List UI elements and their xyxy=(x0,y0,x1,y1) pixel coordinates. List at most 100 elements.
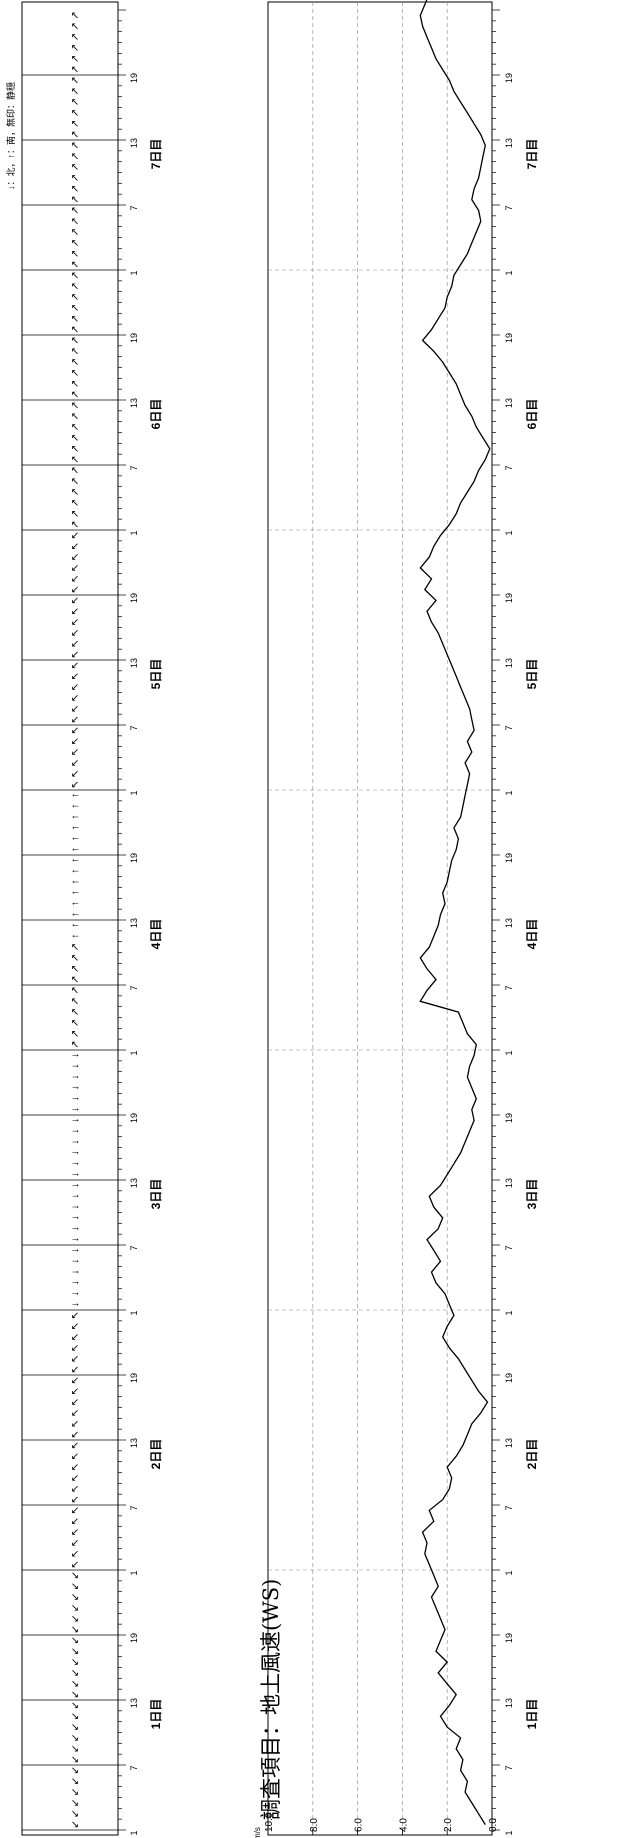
unit-label: m/s xyxy=(253,1827,262,1838)
wind-direction-arrow: ↙ xyxy=(70,1820,81,1828)
wind-direction-arrow: ↗ xyxy=(70,336,81,344)
wind-direction-arrow: ↙ xyxy=(70,1745,81,1753)
day-label: 4日目 xyxy=(149,919,163,950)
wind-direction-arrow: ↓ xyxy=(70,1194,81,1199)
wind-speed-plot: 0.0 2.0 4.0 6.0 8.0 10.0m/s 1 7 13 19 1日目 1 7 13 19 2日目… xyxy=(253,0,539,1838)
wind-direction-arrow: ↓ xyxy=(70,1075,81,1080)
wind-direction-arrow: ↗ xyxy=(70,109,81,117)
hour-tick-label: 19 xyxy=(129,73,139,83)
wind-direction-arrow: ↖ xyxy=(70,672,81,680)
wind-direction-arrow: ↓ xyxy=(70,1118,81,1123)
plot-hour-tick-label: 7 xyxy=(504,465,514,470)
hour-tick-label: 13 xyxy=(129,1698,139,1708)
wind-direction-arrow: ↗ xyxy=(70,120,81,128)
wind-direction-arrow: ↖ xyxy=(70,1452,81,1460)
hour-tick-label: 7 xyxy=(129,985,139,990)
plot-day-label: 5日目 xyxy=(525,659,539,690)
wind-direction-arrow: ↖ xyxy=(70,705,81,713)
wind-direction-arrow: ↖ xyxy=(70,737,81,745)
wind-direction-arrow: ↗ xyxy=(70,141,81,149)
wind-direction-arrow: ↖ xyxy=(70,1485,81,1493)
wind-direction-arrow: ↖ xyxy=(70,596,81,604)
wind-direction-arrow: ↗ xyxy=(70,76,81,84)
wind-direction-arrow: ↖ xyxy=(70,607,81,615)
plot-hour-tick-label: 7 xyxy=(504,205,514,210)
wind-direction-arrow: ↓ xyxy=(70,1248,81,1253)
wind-direction-arrow: ↗ xyxy=(70,466,81,474)
plot-hour-tick-label: 1 xyxy=(504,1310,514,1315)
wind-direction-arrow: ↖ xyxy=(70,1550,81,1558)
wind-direction-arrow: ↓ xyxy=(70,1302,81,1307)
wind-direction-arrow: ↗ xyxy=(70,163,81,171)
wind-direction-arrow: ↙ xyxy=(70,1571,81,1579)
plot-hour-tick-label: 1 xyxy=(504,530,514,535)
wind-direction-arrow: ↖ xyxy=(70,1474,81,1482)
wind-direction-arrow: ↖ xyxy=(70,770,81,778)
wind-direction-arrow: ↑ xyxy=(70,912,81,917)
wind-direction-arrow: ↓ xyxy=(70,1161,81,1166)
wind-direction-arrow: ↑ xyxy=(70,847,81,852)
wind-direction-arrow: ↖ xyxy=(70,575,81,583)
hour-tick-label: 7 xyxy=(129,1765,139,1770)
wind-direction-arrow: ↑ xyxy=(70,836,81,841)
wind-direction-arrow: ↗ xyxy=(70,423,81,431)
wind-direction-arrow: ↗ xyxy=(70,390,81,398)
wind-direction-arrow: ↓ xyxy=(70,1183,81,1188)
plot-hour-tick-label: 1 xyxy=(504,1570,514,1575)
wind-direction-arrow: ↗ xyxy=(70,293,81,301)
wind-direction-arrow: ↖ xyxy=(70,542,81,550)
hour-tick-label: 7 xyxy=(129,1245,139,1250)
wind-direction-arrow: ↗ xyxy=(70,195,81,203)
hour-tick-label: 13 xyxy=(129,398,139,408)
wind-direction-arrow: ↖ xyxy=(70,683,81,691)
wind-direction-arrow: ↗ xyxy=(70,282,81,290)
wind-direction-arrow: ↖ xyxy=(70,1430,81,1438)
wind-direction-arrow: ↓ xyxy=(70,1150,81,1155)
wind-direction-arrow: ↗ xyxy=(70,206,81,214)
wind-direction-arrow: ↑ xyxy=(70,804,81,809)
wind-direction-arrow: ↗ xyxy=(70,130,81,138)
plot-day-label: 7日目 xyxy=(525,139,539,170)
wind-direction-arrow: ↙ xyxy=(70,1582,81,1590)
wind-direction-arrow: ↙ xyxy=(70,1680,81,1688)
wind-direction-arrow: ↗ xyxy=(70,65,81,73)
plot-day-label: 2日目 xyxy=(525,1439,539,1470)
wind-direction-arrow: ↗ xyxy=(70,304,81,312)
hour-tick-label: 1 xyxy=(129,1310,139,1315)
hour-tick-label: 19 xyxy=(129,1373,139,1383)
wind-direction-arrow: ↗ xyxy=(70,22,81,30)
wind-direction-arrow: ↗ xyxy=(70,954,81,962)
wind-direction-arrow: ↗ xyxy=(70,499,81,507)
wind-direction-arrow: ↓ xyxy=(70,1085,81,1090)
wind-direction-arrow: ↖ xyxy=(70,726,81,734)
wind-direction-arrow: ↖ xyxy=(70,1420,81,1428)
wind-direction-arrow: ↙ xyxy=(70,1701,81,1709)
wind-direction-arrow: ↖ xyxy=(70,1506,81,1514)
wind-direction-arrow: ↗ xyxy=(70,325,81,333)
wind-direction-arrow: ↓ xyxy=(70,1215,81,1220)
wind-direction-arrow: ↖ xyxy=(70,694,81,702)
plot-hour-tick-label: 7 xyxy=(504,1765,514,1770)
wind-direction-arrow: ↗ xyxy=(70,455,81,463)
wind-direction-arrow: ↖ xyxy=(70,629,81,637)
wind-direction-arrow: ↖ xyxy=(70,715,81,723)
plot-hour-tick-label: 13 xyxy=(504,1698,514,1708)
wind-direction-arrow: ↗ xyxy=(70,434,81,442)
wind-direction-arrow: ↗ xyxy=(70,98,81,106)
hour-tick-label: 19 xyxy=(129,333,139,343)
plot-hour-tick-label: 19 xyxy=(504,1633,514,1643)
wind-direction-arrow: ↑ xyxy=(70,858,81,863)
plot-hour-tick-label: 7 xyxy=(504,1505,514,1510)
plot-hour-tick-label: 19 xyxy=(504,333,514,343)
wind-direction-arrow: ↗ xyxy=(70,358,81,366)
wind-direction-arrow: ↙ xyxy=(70,1615,81,1623)
plot-hour-tick-label: 1 xyxy=(504,790,514,795)
wind-direction-arrow: ↖ xyxy=(70,1528,81,1536)
hour-tick-label: 19 xyxy=(129,853,139,863)
wind-direction-arrow: ↗ xyxy=(70,369,81,377)
hour-tick-label: 13 xyxy=(129,918,139,928)
wind-direction-arrow: ↙ xyxy=(70,1766,81,1774)
wind-direction-arrow: ↗ xyxy=(70,315,81,323)
wind-direction-arrow: ↗ xyxy=(70,975,81,983)
